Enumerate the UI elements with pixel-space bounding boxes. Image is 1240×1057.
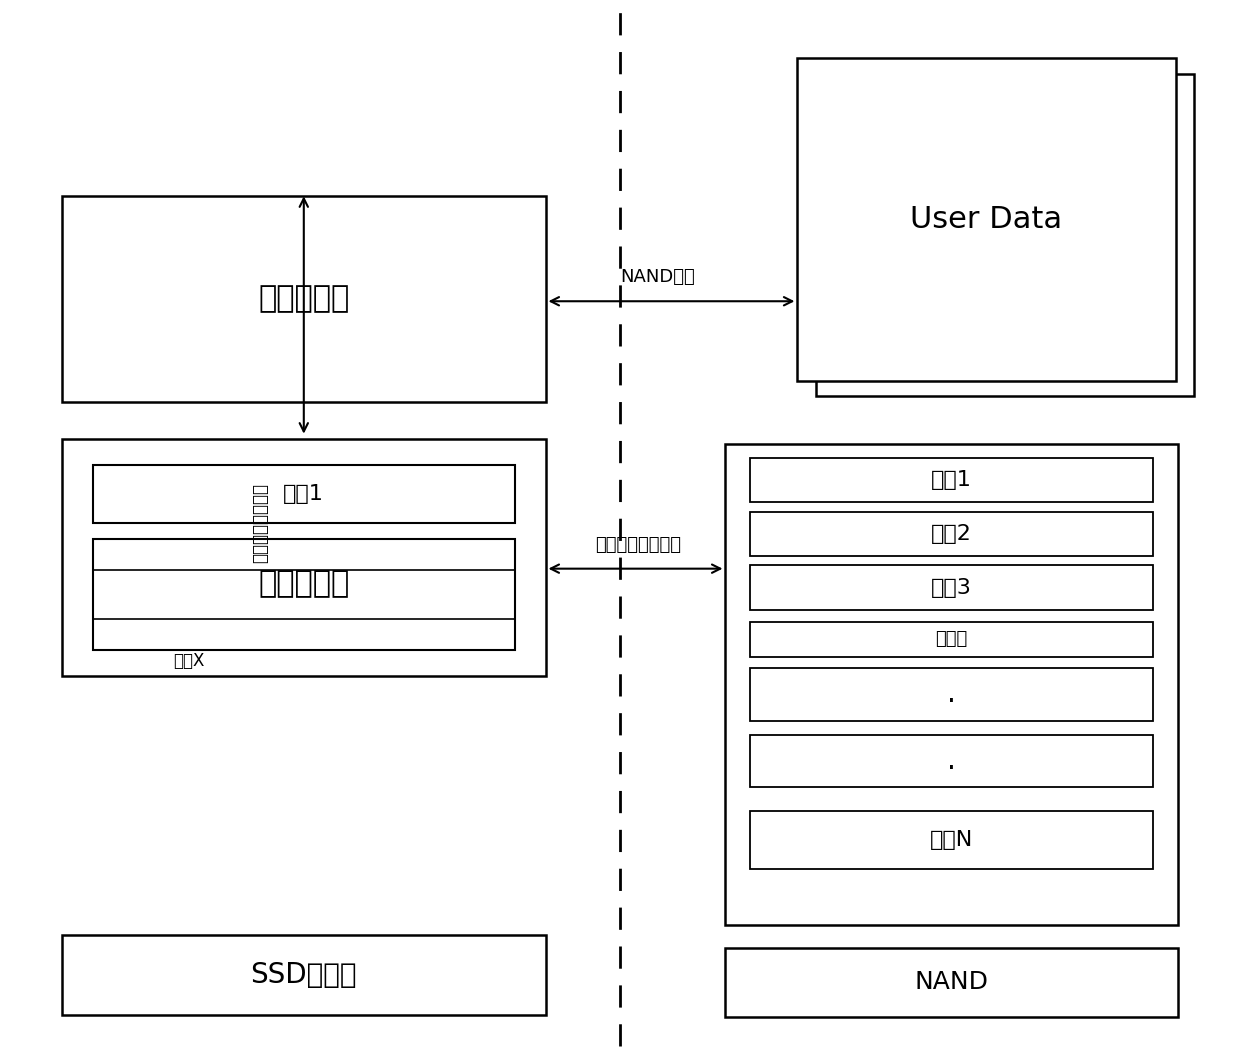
Text: User Data: User Data (910, 205, 1063, 234)
Bar (750, 735, 1153, 787)
Bar (816, 74, 1194, 396)
Text: SSD控制器: SSD控制器 (250, 961, 357, 989)
Bar (62, 196, 546, 402)
Text: 读写缓冲区: 读写缓冲区 (258, 284, 350, 313)
Text: 分段X: 分段X (174, 651, 205, 670)
Bar (62, 935, 546, 1015)
Text: 分杗2: 分杗2 (931, 524, 972, 543)
Text: 映射表: 映射表 (935, 630, 968, 649)
Bar (750, 811, 1153, 869)
Bar (725, 948, 1178, 1017)
Bar (750, 512, 1153, 556)
Bar (62, 439, 546, 676)
Text: 分段N: 分段N (930, 830, 973, 850)
Text: .: . (947, 681, 956, 708)
Text: 分杗3: 分杗3 (931, 578, 972, 597)
Bar (750, 565, 1153, 610)
Bar (93, 465, 515, 523)
Bar (797, 58, 1176, 381)
Bar (725, 444, 1178, 925)
Text: NAND: NAND (915, 970, 988, 995)
Bar (750, 458, 1153, 502)
Text: .: . (947, 747, 956, 775)
Text: 分杗1: 分杗1 (284, 484, 324, 504)
Text: 映射表加载、刷新: 映射表加载、刷新 (595, 536, 682, 555)
Bar (93, 539, 515, 650)
Text: 分杗1: 分杗1 (931, 470, 972, 489)
Text: 映射表查询、更新: 映射表查询、更新 (252, 483, 269, 563)
Text: 映射表缓存: 映射表缓存 (258, 570, 350, 598)
Bar (750, 668, 1153, 721)
Bar (750, 622, 1153, 657)
Text: NAND读写: NAND读写 (620, 267, 694, 286)
